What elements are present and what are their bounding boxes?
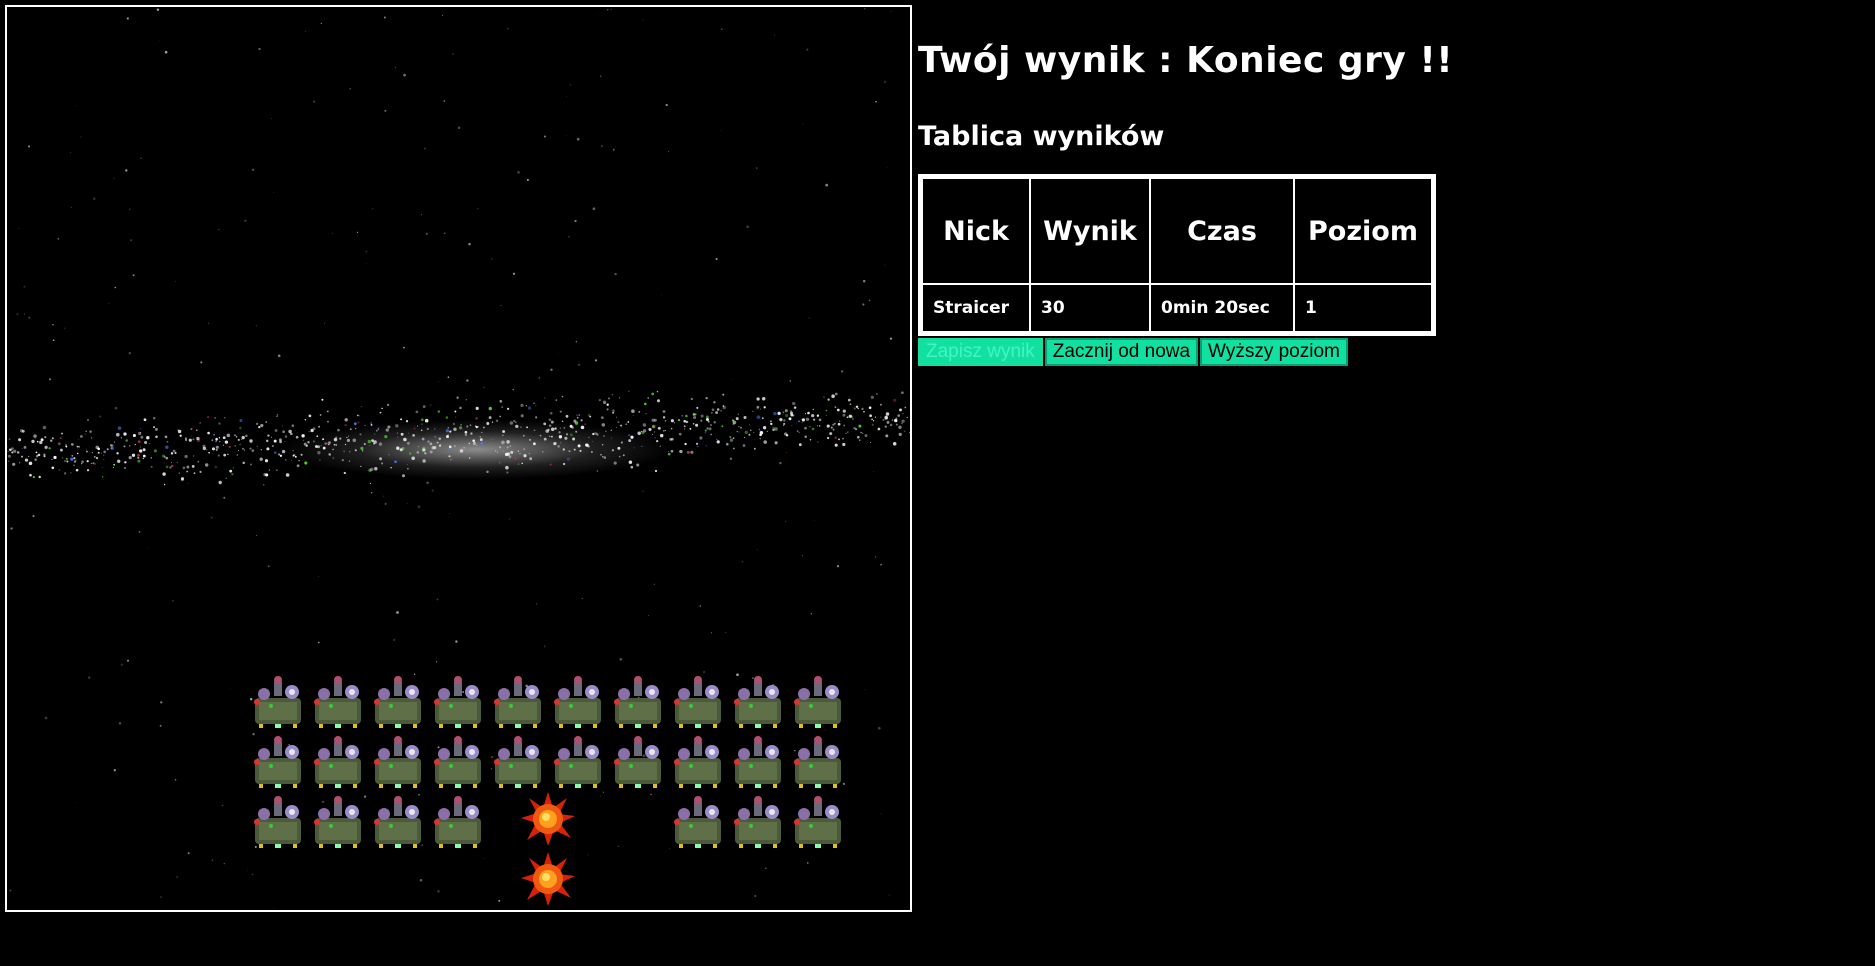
enemy-sprite <box>309 732 367 790</box>
enemy-sprite <box>249 792 307 850</box>
table-row: Straicer 30 0min 20sec 1 <box>922 284 1432 332</box>
game-canvas[interactable] <box>5 5 912 912</box>
enemy-sprite <box>789 732 847 790</box>
header-time: Czas <box>1150 178 1294 284</box>
scoreboard-table: Nick Wynik Czas Poziom Straicer 30 0min … <box>918 174 1436 336</box>
cell-nick: Straicer <box>922 284 1030 332</box>
enemy-sprite <box>669 792 727 850</box>
action-buttons: Zapisz wynik Zacznij od nowa Wyższy pozi… <box>918 338 1453 366</box>
enemy-sprite <box>729 792 787 850</box>
cell-level: 1 <box>1294 284 1432 332</box>
enemy-sprite <box>789 792 847 850</box>
enemy-sprite <box>609 672 667 730</box>
save-score-button[interactable]: Zapisz wynik <box>918 338 1043 366</box>
enemy-sprite <box>549 672 607 730</box>
enemy-sprite <box>669 732 727 790</box>
enemy-sprite <box>489 672 547 730</box>
cell-score: 30 <box>1030 284 1150 332</box>
enemy-sprite <box>729 672 787 730</box>
game-over-title: Twój wynik : Koniec gry !! <box>918 40 1454 81</box>
enemy-sprite <box>489 732 547 790</box>
result-panel: Twój wynik : Koniec gry !! Tablica wynik… <box>918 40 1453 366</box>
enemy-sprite <box>369 792 427 850</box>
enemy-sprite <box>429 792 487 850</box>
header-nick: Nick <box>922 178 1030 284</box>
enemy-sprite <box>669 672 727 730</box>
enemy-sprite <box>249 672 307 730</box>
enemy-sprite <box>609 732 667 790</box>
header-score: Wynik <box>1030 178 1150 284</box>
enemy-sprite <box>429 732 487 790</box>
restart-button[interactable]: Zacznij od nowa <box>1044 338 1199 366</box>
scoreboard-header-row: Nick Wynik Czas Poziom <box>922 178 1432 284</box>
enemy-sprite <box>369 672 427 730</box>
enemy-sprite <box>729 732 787 790</box>
enemy-sprite <box>309 792 367 850</box>
enemy-sprite <box>309 672 367 730</box>
enemy-sprite <box>549 732 607 790</box>
explosion-icon <box>519 790 577 848</box>
enemy-sprite <box>249 732 307 790</box>
next-level-button[interactable]: Wyższy poziom <box>1200 338 1348 366</box>
space-background <box>7 8 910 910</box>
header-level: Poziom <box>1294 178 1432 284</box>
enemy-sprite <box>429 672 487 730</box>
scoreboard-title: Tablica wyników <box>918 121 1165 152</box>
enemy-sprite <box>789 672 847 730</box>
cell-time: 0min 20sec <box>1150 284 1294 332</box>
enemy-sprite <box>369 732 427 790</box>
explosion-icon <box>519 850 577 908</box>
